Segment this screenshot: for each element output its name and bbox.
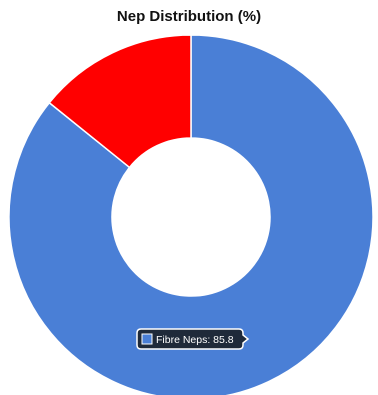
tooltip-box <box>136 328 250 350</box>
tooltip-text: Fibre Neps: 85.8 <box>156 334 234 346</box>
tooltip-swatch <box>141 333 153 345</box>
slices-layer <box>8 34 374 395</box>
tooltip: Fibre Neps: 85.8 <box>136 328 250 350</box>
donut-slice-other[interactable] <box>48 34 192 169</box>
chart-title: Nep Distribution (%) <box>116 8 262 25</box>
donut-slice-fibre-neps[interactable] <box>8 34 374 395</box>
